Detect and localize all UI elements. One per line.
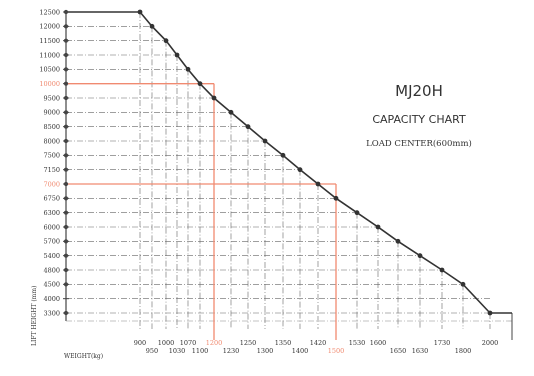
data-point: [417, 253, 423, 259]
y-tick-label: 10500: [39, 66, 60, 74]
data-point: [354, 210, 360, 216]
y-tick-label: 4500: [43, 281, 60, 289]
x-tick-label-upper: 2000: [482, 339, 499, 347]
x-tick-label-upper: 1600: [370, 339, 387, 347]
axis-point: [63, 52, 69, 58]
x-tick-label-lower: 1030: [169, 347, 186, 355]
chart-subtitle: CAPACITY CHART: [372, 113, 466, 126]
y-tick-label: 6000: [43, 223, 60, 231]
capacity-line: [66, 11, 512, 314]
data-point: [333, 195, 339, 201]
y-tick-label: 7500: [43, 152, 60, 160]
x-tick-label-lower: 1800: [455, 347, 472, 355]
x-tick-label-upper: 1070: [180, 339, 197, 347]
data-point: [375, 224, 381, 230]
axis-point: [63, 95, 69, 101]
capacity-curve: [139, 11, 491, 314]
y-tick-label: 7000: [43, 180, 60, 188]
x-tick-label-upper: 1530: [349, 339, 366, 347]
axis-point: [63, 224, 69, 230]
grid: [63, 11, 513, 340]
y-tick-label: 11000: [39, 51, 60, 59]
chart-note: LOAD CENTER(600mm): [366, 138, 472, 149]
x-tick-label-lower: 1300: [257, 347, 274, 355]
x-tick-label-upper: 1350: [275, 339, 292, 347]
data-point: [439, 267, 445, 273]
data-point: [211, 95, 217, 101]
x-axis-label: WEIGHT(kg): [64, 353, 103, 360]
x-tick-label-lower: 1630: [412, 347, 429, 355]
data-point: [460, 281, 466, 287]
data-points: [63, 9, 493, 316]
x-tick-label-upper: 1730: [434, 339, 451, 347]
highlight-lines: [66, 83, 337, 340]
axis-point: [63, 9, 69, 15]
chart-title: MJ20H: [395, 82, 443, 100]
axis-point: [63, 138, 69, 144]
data-point: [297, 167, 303, 173]
axis-point: [63, 24, 69, 29]
y-tick-label: 6300: [43, 209, 60, 217]
axis-point: [63, 167, 69, 172]
y-tick-label: 12500: [39, 8, 60, 16]
data-point: [395, 238, 401, 244]
data-point: [245, 124, 251, 130]
y-tick-label: 4000: [43, 295, 60, 303]
y-tick-label: 8000: [43, 137, 60, 145]
axis-point: [63, 253, 69, 258]
y-tick-label: 9500: [43, 94, 60, 102]
axis-point: [63, 38, 69, 43]
data-point: [262, 138, 268, 144]
y-axis-label: LIFT HEIGHT (mm): [31, 286, 38, 346]
x-tick-label-upper: 1200: [206, 339, 223, 347]
data-point: [137, 9, 143, 15]
x-tick-labels: 900 1000 1070 1200 1250 1350 1420 1530 1600 1730 2…: [134, 339, 498, 355]
data-point: [228, 109, 234, 115]
y-tick-label: 12000: [39, 23, 60, 31]
axis-point: [63, 267, 69, 273]
data-point: [315, 181, 321, 187]
y-tick-label: 5400: [43, 252, 60, 260]
axis-point: [63, 181, 69, 187]
axis-point: [63, 196, 69, 201]
axis-point: [63, 239, 69, 244]
x-tick-label-lower: 1400: [292, 347, 309, 355]
x-tick-label-lower: 1100: [192, 347, 209, 355]
data-point: [174, 52, 180, 58]
axis-point: [63, 210, 69, 215]
axis-point: [63, 110, 69, 115]
data-point: [185, 66, 191, 72]
axis-point: [63, 81, 69, 86]
data-point: [149, 23, 155, 29]
axis-point: [63, 282, 69, 287]
x-tick-label-lower: 950: [146, 347, 158, 355]
axis-point: [63, 67, 69, 72]
x-tick-label-lower: 1500: [328, 347, 345, 355]
y-tick-label: 4800: [43, 266, 60, 274]
data-point: [280, 152, 286, 158]
y-tick-labels: 12500 12000 11500 11000 10500 10000 9500 9000 85…: [39, 8, 60, 317]
data-point: [163, 38, 169, 44]
x-tick-label-upper: 900: [134, 339, 146, 347]
y-tick-label: 9000: [43, 109, 60, 117]
axis-point: [63, 124, 69, 129]
data-point: [487, 310, 493, 316]
y-tick-label: 11500: [39, 37, 60, 45]
axis-point: [63, 153, 69, 158]
data-point: [197, 81, 203, 87]
x-tick-label-upper: 1000: [158, 339, 175, 347]
y-tick-label: 5700: [43, 238, 60, 246]
x-tick-label-lower: 1230: [223, 347, 240, 355]
axis-point: [63, 310, 69, 316]
x-tick-label-upper: 1250: [240, 339, 257, 347]
y-tick-label: 8500: [43, 123, 60, 131]
y-tick-label: 3300: [43, 309, 60, 317]
y-tick-label: 6750: [43, 195, 60, 203]
y-tick-label: 10000: [39, 80, 60, 88]
x-tick-label-upper: 1420: [310, 339, 327, 347]
y-tick-label: 7150: [43, 166, 60, 174]
x-tick-label-lower: 1650: [390, 347, 407, 355]
